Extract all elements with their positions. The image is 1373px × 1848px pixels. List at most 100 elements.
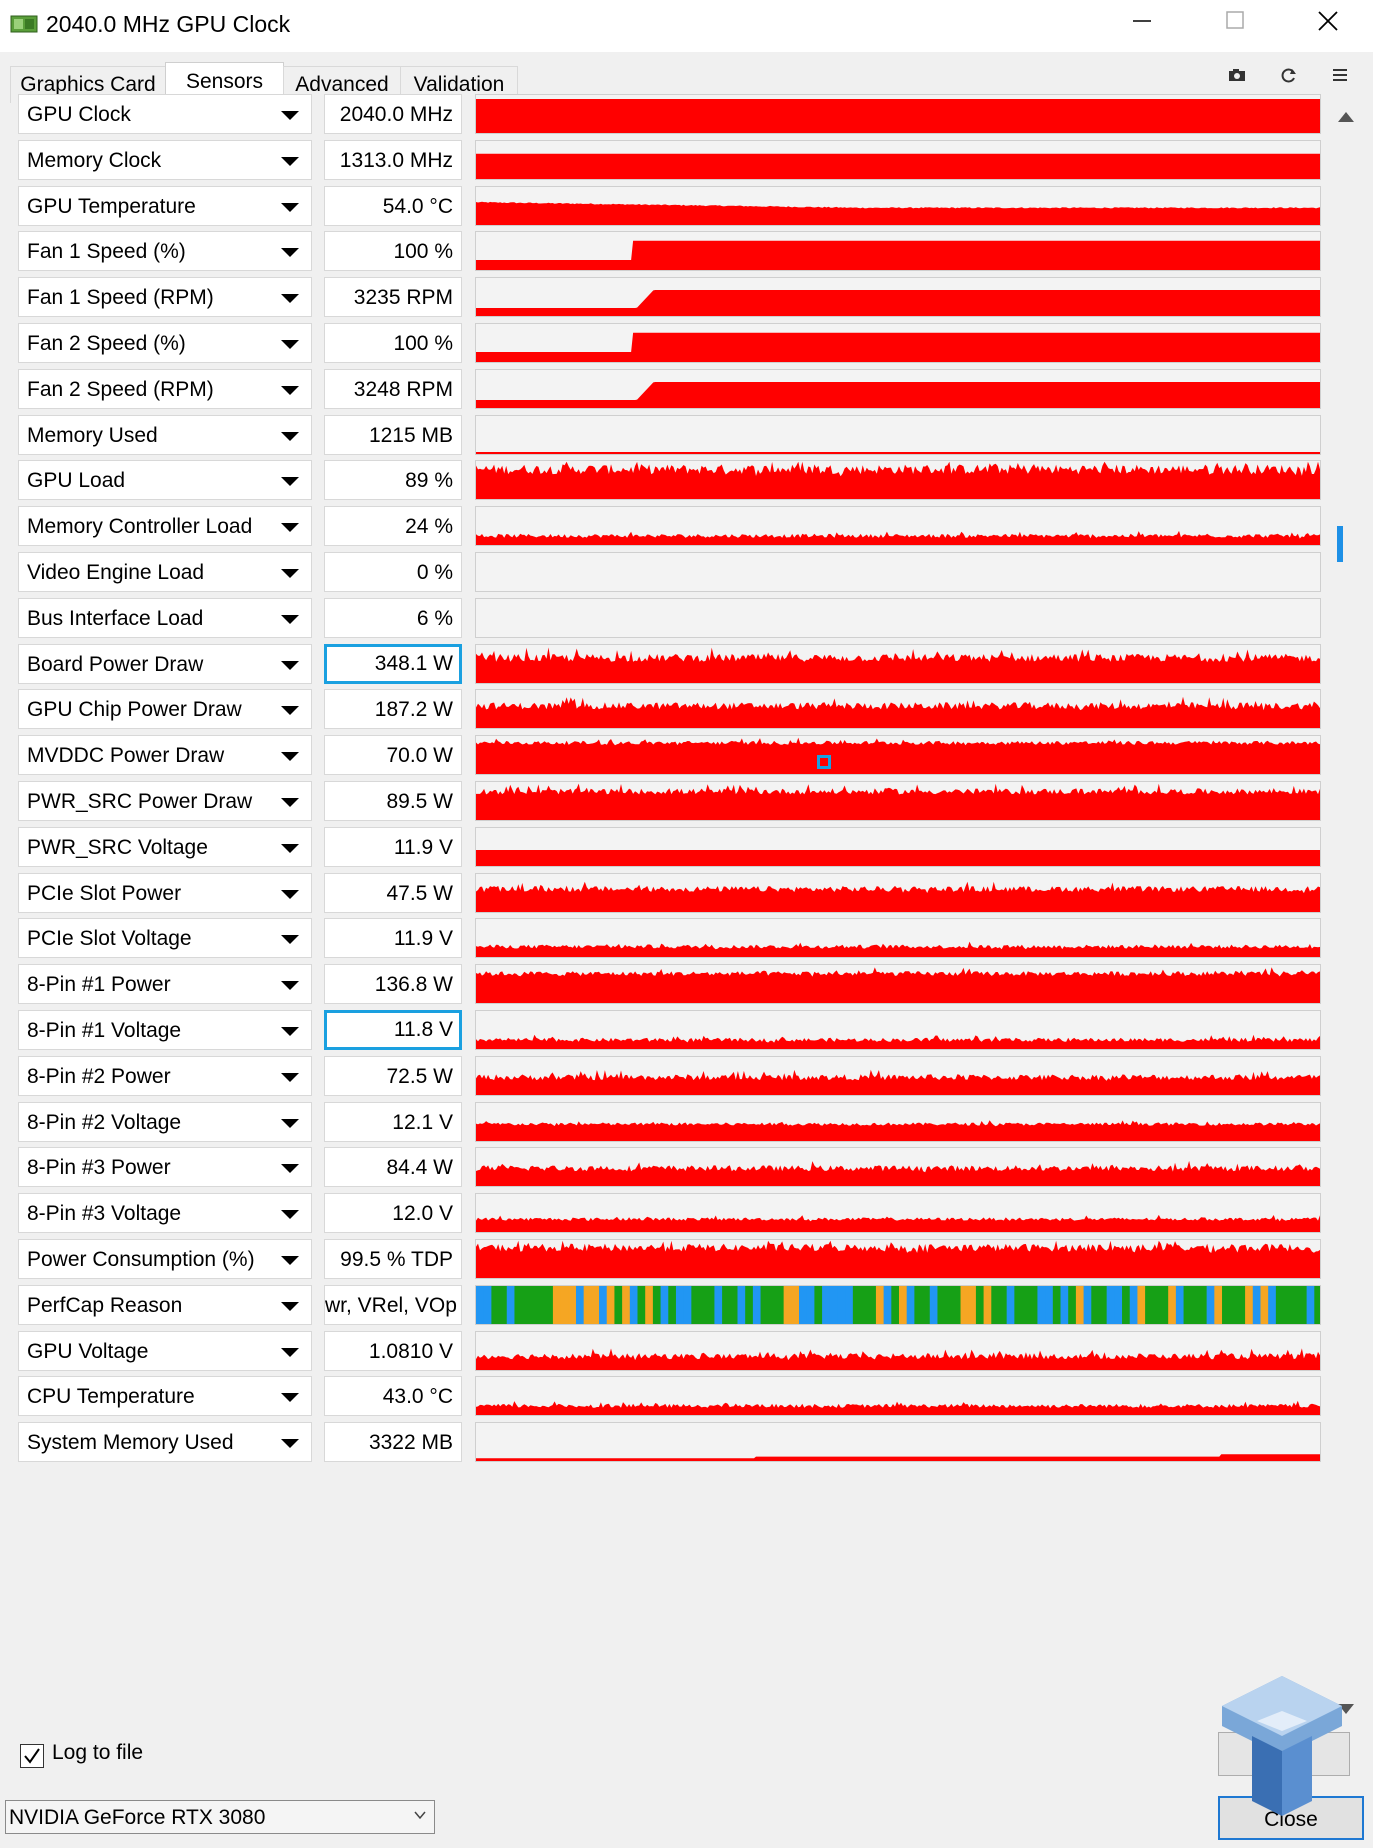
perfcap-segment	[768, 1286, 777, 1324]
sensor-row: Fan 1 Speed (%) 100 %	[0, 231, 1330, 281]
sensor-row: Fan 2 Speed (%) 100 %	[0, 323, 1330, 373]
sensor-name-dropdown[interactable]: Memory Controller Load	[18, 506, 312, 546]
gpu-select[interactable]: NVIDIA GeForce RTX 3080	[5, 1800, 435, 1834]
sensor-value: 3322 MB	[324, 1422, 462, 1462]
perfcap-segment	[960, 1286, 969, 1324]
perfcap-segment	[660, 1286, 669, 1324]
sensor-name-dropdown[interactable]: 8-Pin #1 Voltage	[18, 1010, 312, 1050]
perfcap-segment	[806, 1286, 815, 1324]
camera-icon[interactable]	[1226, 64, 1248, 86]
sensor-value: 6 %	[324, 598, 462, 638]
sensor-name-dropdown[interactable]: 8-Pin #2 Voltage	[18, 1102, 312, 1142]
sensor-graph-area	[476, 850, 1320, 866]
sensor-name-dropdown[interactable]: 8-Pin #3 Power	[18, 1147, 312, 1187]
sensor-value: 11.9 V	[324, 918, 462, 958]
sensor-name-label: Fan 2 Speed (RPM)	[27, 378, 214, 401]
perfcap-segment	[583, 1286, 592, 1324]
sensor-name-dropdown[interactable]: PWR_SRC Power Draw	[18, 781, 312, 821]
log-to-file-checkbox[interactable]	[20, 1744, 44, 1768]
sensor-graph	[475, 964, 1321, 1004]
dropdown-arrow-icon	[281, 1348, 299, 1357]
perfcap-segment	[1214, 1286, 1223, 1324]
dropdown-arrow-icon	[281, 432, 299, 441]
sensor-name-dropdown[interactable]: Fan 2 Speed (RPM)	[18, 369, 312, 409]
perfcap-segment	[522, 1286, 531, 1324]
sensor-name-label: Fan 1 Speed (%)	[27, 240, 186, 263]
sensor-name-dropdown[interactable]: 8-Pin #2 Power	[18, 1056, 312, 1096]
perfcap-segment	[483, 1286, 492, 1324]
dropdown-arrow-icon	[281, 111, 299, 120]
minimize-button[interactable]	[1114, 0, 1170, 52]
sensor-graph	[475, 1147, 1321, 1187]
sensor-name-dropdown[interactable]: CPU Temperature	[18, 1376, 312, 1416]
sensor-name-dropdown[interactable]: GPU Chip Power Draw	[18, 689, 312, 729]
perfcap-segment	[575, 1286, 585, 1324]
perfcap-segment	[1298, 1286, 1308, 1324]
sensor-name-dropdown[interactable]: Fan 1 Speed (RPM)	[18, 277, 312, 317]
sensor-name-label: 8-Pin #1 Voltage	[27, 1019, 182, 1042]
sensor-name-label: CPU Temperature	[27, 1385, 195, 1408]
sensor-name-dropdown[interactable]: Bus Interface Load	[18, 598, 312, 638]
perfcap-segment	[1022, 1286, 1031, 1324]
sensor-row: GPU Chip Power Draw 187.2 W	[0, 689, 1330, 739]
sensor-graph-area	[476, 1120, 1320, 1141]
sensor-name-dropdown[interactable]: 8-Pin #1 Power	[18, 964, 312, 1004]
sensor-name-dropdown[interactable]: System Memory Used	[18, 1422, 312, 1462]
sensor-name-dropdown[interactable]: Video Engine Load	[18, 552, 312, 592]
sensor-name-dropdown[interactable]: GPU Temperature	[18, 186, 312, 226]
sensor-name-dropdown[interactable]: GPU Voltage	[18, 1331, 312, 1371]
sensor-row: Fan 1 Speed (RPM) 3235 RPM	[0, 277, 1330, 327]
perfcap-segment	[1168, 1286, 1177, 1324]
sensor-value: 84.4 W	[324, 1147, 462, 1187]
scroll-thumb[interactable]	[1337, 526, 1343, 562]
sensor-graph-plot	[476, 201, 1320, 225]
sensor-name-dropdown[interactable]: PerfCap Reason	[18, 1285, 312, 1325]
sensor-name-dropdown[interactable]: GPU Clock	[18, 94, 312, 134]
sensor-graph-plot	[476, 332, 1320, 362]
sensor-value: 99.5 % TDP	[324, 1239, 462, 1279]
sensor-name-dropdown[interactable]: Memory Used	[18, 415, 312, 455]
perfcap-segment	[868, 1286, 877, 1324]
close-window-button[interactable]	[1300, 0, 1356, 52]
sensor-graph	[475, 1010, 1321, 1050]
perfcap-segment	[476, 1286, 485, 1324]
vertical-scrollbar[interactable]	[1331, 102, 1361, 1730]
sensor-graph-plot	[476, 737, 1320, 774]
sensor-name-label: GPU Voltage	[27, 1340, 149, 1363]
maximize-button[interactable]	[1207, 0, 1263, 52]
sensor-name-dropdown[interactable]: Memory Clock	[18, 140, 312, 180]
sensor-name-dropdown[interactable]: 8-Pin #3 Voltage	[18, 1193, 312, 1233]
sensor-name-dropdown[interactable]: Fan 1 Speed (%)	[18, 231, 312, 271]
sensor-graph-area	[476, 382, 1320, 408]
sensor-graph	[475, 1422, 1321, 1462]
sensor-graph-area	[476, 99, 1320, 133]
sensor-name-dropdown[interactable]: MVDDC Power Draw	[18, 735, 312, 775]
sensor-name-label: PCIe Slot Voltage	[27, 927, 192, 950]
perfcap-segment	[1052, 1286, 1062, 1324]
sensor-name-dropdown[interactable]: Board Power Draw	[18, 644, 312, 684]
sensor-name-dropdown[interactable]: PWR_SRC Voltage	[18, 827, 312, 867]
perfcap-segment	[568, 1286, 577, 1324]
sensor-name-dropdown[interactable]: GPU Load	[18, 460, 312, 500]
sensor-graph-plot	[476, 452, 1320, 454]
sensor-row: Memory Controller Load 24 %	[0, 506, 1330, 556]
sensor-graph-plot	[476, 1400, 1320, 1415]
perfcap-segment	[1183, 1286, 1192, 1324]
sensor-value: 0 %	[324, 552, 462, 592]
refresh-icon[interactable]	[1278, 64, 1300, 86]
sensor-graph-area	[476, 201, 1320, 225]
scroll-down-icon[interactable]	[1338, 1704, 1354, 1714]
sensor-name-dropdown[interactable]: PCIe Slot Power	[18, 873, 312, 913]
perfcap-segment	[683, 1286, 692, 1324]
sensor-name-label: Board Power Draw	[27, 653, 204, 676]
menu-icon[interactable]	[1329, 64, 1351, 86]
sensor-graph-plot	[476, 967, 1320, 1003]
scroll-up-icon[interactable]	[1338, 112, 1354, 122]
sensor-graph-plot	[476, 1454, 1320, 1461]
sensor-name-dropdown[interactable]: Power Consumption (%)	[18, 1239, 312, 1279]
sensor-value: 89 %	[324, 460, 462, 500]
sensor-graph	[475, 1376, 1321, 1416]
sensor-name-dropdown[interactable]: PCIe Slot Voltage	[18, 918, 312, 958]
sensor-graph-plot	[476, 240, 1320, 270]
sensor-name-dropdown[interactable]: Fan 2 Speed (%)	[18, 323, 312, 363]
